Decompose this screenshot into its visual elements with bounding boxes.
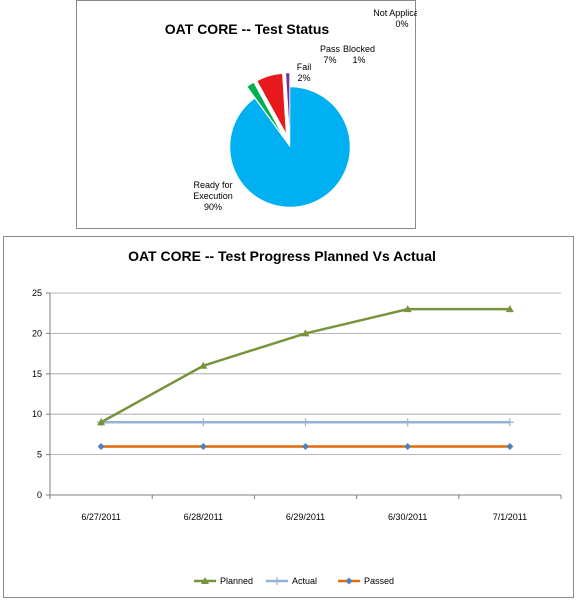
legend-label: Actual xyxy=(292,576,317,586)
pie-data-label: Ready for xyxy=(193,180,232,190)
x-tick-label: 6/27/2011 xyxy=(81,512,120,522)
y-tick-label: 20 xyxy=(32,328,42,338)
pie-chart-panel: OAT CORE -- Test Status Ready for Executio… xyxy=(76,0,417,229)
pie-data-label: Fail xyxy=(297,62,312,72)
pie-data-label: 2% xyxy=(297,73,310,83)
series-line xyxy=(100,307,510,424)
data-point xyxy=(505,418,514,427)
data-point xyxy=(199,361,208,369)
pie-data-label: 1% xyxy=(352,55,365,65)
data-point xyxy=(403,418,412,427)
pie-data-label: Pass xyxy=(320,44,341,54)
pie-data-label: 7% xyxy=(323,55,336,65)
x-tick-label: 6/28/2011 xyxy=(184,512,223,522)
pie-title: OAT CORE -- Test Status xyxy=(165,21,330,37)
data-point xyxy=(199,418,208,427)
pie-slice xyxy=(285,72,290,134)
legend-label: Passed xyxy=(364,576,394,586)
pie-data-label: 0% xyxy=(395,19,408,29)
data-point xyxy=(404,443,412,451)
data-point xyxy=(403,305,412,313)
data-point xyxy=(201,577,209,584)
pie-slice xyxy=(246,82,283,136)
data-point xyxy=(301,418,310,427)
data-point xyxy=(506,443,514,451)
x-tick-label: 6/30/2011 xyxy=(388,512,427,522)
y-tick-label: 25 xyxy=(32,288,42,298)
line-chart: OAT CORE -- Test Progress Planned Vs Act… xyxy=(32,248,562,586)
pie-chart: OAT CORE -- Test Status Ready forExecutio… xyxy=(165,8,417,212)
line-chart-panel: OAT CORE -- Test Progress Planned Vs Act… xyxy=(3,236,574,598)
x-tick-label: 7/1/2011 xyxy=(493,512,527,522)
pie-slice xyxy=(256,73,287,134)
pie-data-label: Blocked xyxy=(343,44,375,54)
data-point xyxy=(301,329,310,337)
data-point xyxy=(199,443,207,451)
legend-label: Planned xyxy=(220,576,253,586)
y-tick-label: 10 xyxy=(32,409,42,419)
data-point xyxy=(273,577,281,585)
pie-data-label: 90% xyxy=(204,202,222,212)
data-point xyxy=(97,443,105,451)
pie-data-label: Not Applicable xyxy=(373,8,417,18)
pie-slice xyxy=(229,86,351,208)
data-point xyxy=(302,443,309,451)
x-tick-label: 6/29/2011 xyxy=(286,512,325,522)
data-point xyxy=(97,418,106,426)
y-tick-label: 15 xyxy=(32,369,42,379)
y-tick-label: 0 xyxy=(37,490,42,500)
pie-data-label: Execution xyxy=(193,191,233,201)
data-point xyxy=(345,577,353,585)
y-tick-label: 5 xyxy=(37,450,42,460)
line-title: OAT CORE -- Test Progress Planned Vs Act… xyxy=(128,248,436,264)
data-point xyxy=(505,305,514,313)
